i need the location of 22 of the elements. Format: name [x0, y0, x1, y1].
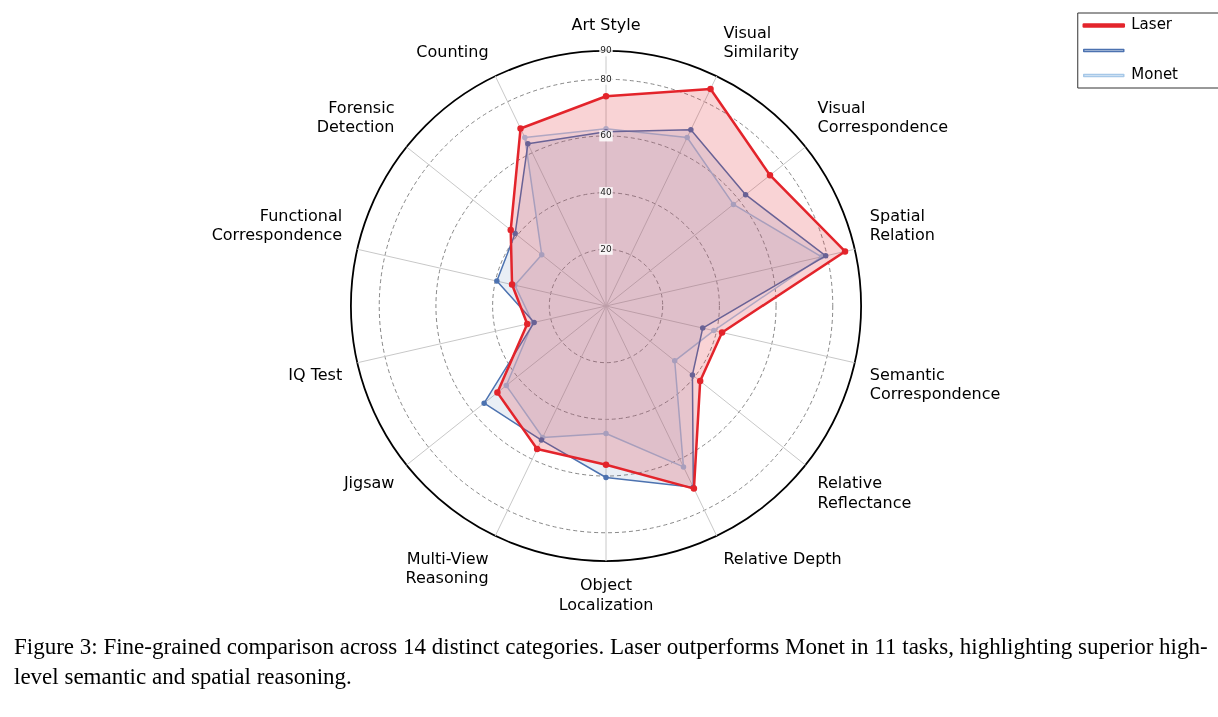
- legend-label: Laser: [1131, 15, 1173, 34]
- y-tick-label: 40: [600, 186, 612, 197]
- spoke-label: Jigsaw: [342, 473, 395, 493]
- legend-label: Monet: [1131, 65, 1179, 84]
- spoke-label: Semantic Correspondence: [869, 364, 1001, 404]
- spoke-label: Relative Depth: [723, 548, 842, 568]
- spoke-label: Forensic Detection: [316, 97, 395, 136]
- caption: Figure 3: Fine-grained comparison across 14 distinct categories. Laser outperforms Monet in 11 tasks, highlighting superior high-level semantic and spatial reasoning.: [14, 633, 1209, 691]
- y-tick-label: 60: [600, 130, 612, 141]
- y-tick-label: 20: [600, 243, 612, 254]
- y-tick-label: 80: [600, 73, 612, 84]
- spoke-label: Art Style: [571, 14, 641, 34]
- spoke-label: Counting: [416, 41, 489, 61]
- spoke-label: Spatial Relation: [869, 206, 935, 245]
- spoke-label: Functional Correspondence: [211, 206, 343, 245]
- spoke-label: Multi-View Reasoning: [405, 548, 489, 587]
- spoke-label: Object Localization: [558, 575, 654, 614]
- spoke-label: Visual Similarity: [723, 22, 800, 61]
- spoke-label: Relative Reflectance: [817, 473, 912, 512]
- spoke-label: IQ Test: [288, 364, 343, 384]
- spoke-label: Visual Correspondence: [817, 97, 949, 136]
- y-tick-label: 90: [600, 45, 612, 56]
